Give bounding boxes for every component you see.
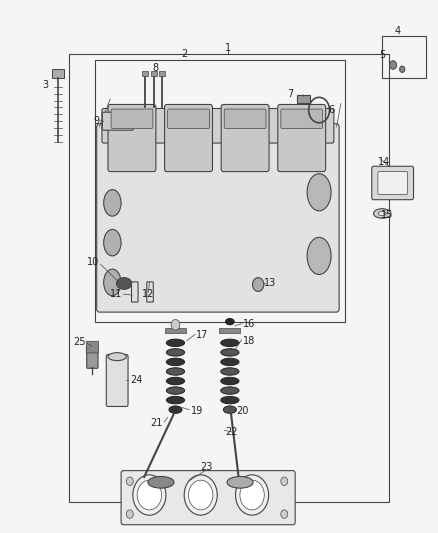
Text: 1: 1 (225, 43, 231, 53)
FancyBboxPatch shape (52, 69, 64, 78)
Bar (297, 95, 310, 103)
Text: 13: 13 (264, 278, 276, 288)
Text: 3: 3 (42, 80, 48, 90)
Ellipse shape (104, 229, 121, 256)
Ellipse shape (166, 349, 185, 356)
Text: 12: 12 (142, 289, 155, 299)
Text: 19: 19 (191, 406, 203, 416)
Ellipse shape (117, 278, 132, 289)
Ellipse shape (221, 349, 239, 356)
Text: 7: 7 (288, 89, 294, 99)
Bar (382, 36, 426, 78)
FancyBboxPatch shape (102, 112, 133, 130)
FancyBboxPatch shape (97, 124, 339, 312)
Circle shape (281, 510, 288, 519)
Text: 11: 11 (110, 289, 122, 299)
Text: 9: 9 (93, 116, 99, 126)
Text: 2: 2 (181, 50, 187, 59)
Ellipse shape (307, 174, 331, 211)
Circle shape (188, 480, 213, 510)
Ellipse shape (166, 339, 185, 346)
Ellipse shape (108, 353, 126, 361)
Text: 5: 5 (379, 51, 385, 60)
Circle shape (399, 66, 405, 72)
Ellipse shape (378, 212, 386, 216)
Ellipse shape (223, 406, 237, 414)
FancyBboxPatch shape (165, 104, 212, 172)
FancyBboxPatch shape (106, 354, 128, 407)
Circle shape (171, 319, 180, 330)
Text: 17: 17 (196, 330, 209, 341)
Bar (69, 54, 389, 503)
Bar (159, 71, 165, 76)
Ellipse shape (166, 397, 185, 404)
Circle shape (126, 477, 133, 486)
Circle shape (390, 61, 396, 69)
Ellipse shape (221, 377, 239, 385)
FancyBboxPatch shape (221, 104, 269, 172)
Ellipse shape (307, 237, 331, 274)
FancyBboxPatch shape (86, 341, 99, 353)
Circle shape (253, 278, 264, 292)
Ellipse shape (221, 358, 239, 366)
Text: 20: 20 (237, 406, 249, 416)
Text: 22: 22 (226, 427, 238, 437)
Text: 15: 15 (381, 209, 393, 220)
Ellipse shape (166, 358, 185, 366)
Ellipse shape (104, 269, 121, 296)
Bar (151, 71, 157, 76)
Text: 16: 16 (243, 319, 255, 329)
FancyBboxPatch shape (102, 109, 334, 143)
Circle shape (133, 475, 166, 515)
FancyBboxPatch shape (131, 282, 138, 302)
FancyBboxPatch shape (111, 109, 153, 128)
Text: 6: 6 (328, 105, 334, 115)
Ellipse shape (221, 368, 239, 375)
Ellipse shape (166, 387, 185, 394)
FancyBboxPatch shape (378, 172, 407, 195)
Text: 25: 25 (73, 337, 85, 347)
Bar (219, 328, 240, 333)
Circle shape (236, 475, 268, 515)
Circle shape (240, 480, 264, 510)
Ellipse shape (374, 209, 391, 218)
Bar (95, 60, 345, 322)
FancyBboxPatch shape (224, 109, 266, 128)
Text: 10: 10 (87, 257, 99, 267)
Circle shape (281, 477, 288, 486)
Ellipse shape (169, 406, 182, 414)
FancyBboxPatch shape (147, 282, 153, 302)
Ellipse shape (226, 318, 234, 325)
Text: 8: 8 (153, 63, 159, 72)
Bar (142, 71, 148, 76)
Ellipse shape (227, 477, 253, 488)
Ellipse shape (221, 339, 239, 346)
Ellipse shape (104, 190, 121, 216)
FancyBboxPatch shape (108, 104, 156, 172)
FancyBboxPatch shape (168, 109, 209, 128)
FancyBboxPatch shape (278, 104, 325, 172)
Bar (165, 328, 186, 333)
Ellipse shape (221, 397, 239, 404)
FancyBboxPatch shape (281, 109, 322, 128)
Text: 24: 24 (130, 375, 142, 385)
Ellipse shape (148, 477, 174, 488)
Ellipse shape (166, 377, 185, 385)
Circle shape (184, 475, 217, 515)
FancyBboxPatch shape (87, 345, 98, 368)
Text: 18: 18 (243, 336, 255, 346)
Text: 14: 14 (378, 157, 391, 166)
Circle shape (137, 480, 162, 510)
Ellipse shape (221, 387, 239, 394)
Text: 21: 21 (150, 418, 162, 428)
FancyBboxPatch shape (372, 166, 413, 200)
Ellipse shape (166, 368, 185, 375)
Text: 23: 23 (200, 462, 212, 472)
Text: 4: 4 (394, 26, 400, 36)
Circle shape (126, 510, 133, 519)
FancyBboxPatch shape (121, 471, 295, 524)
